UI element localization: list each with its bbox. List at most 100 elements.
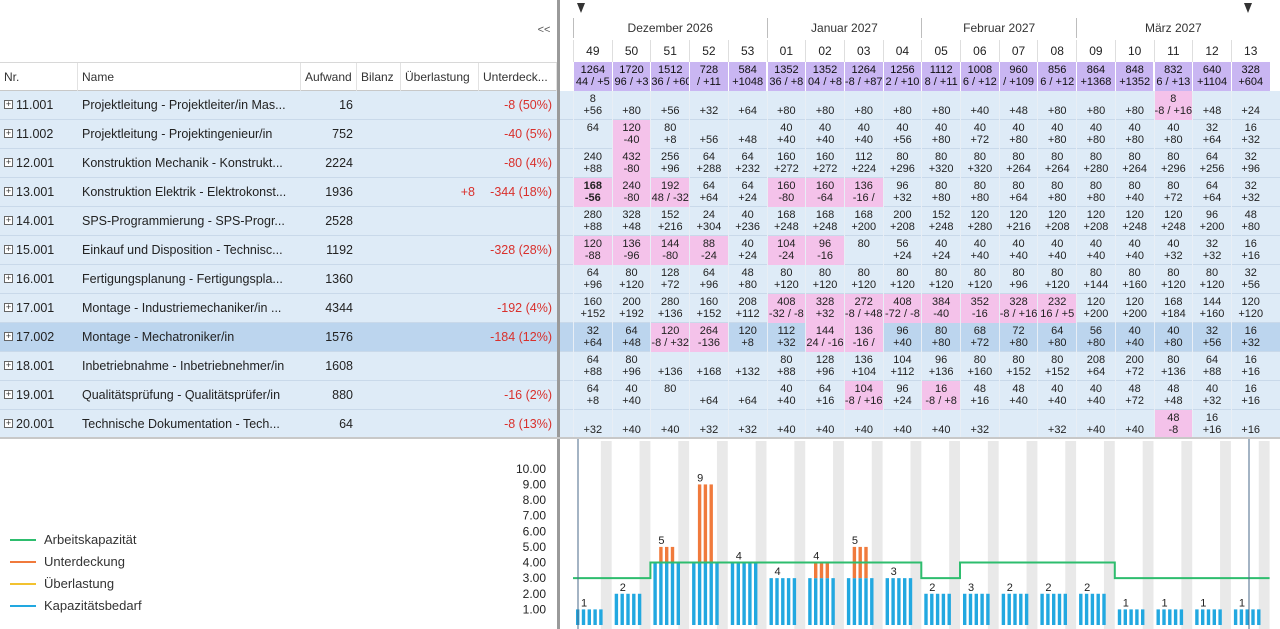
timeline-cell[interactable]: 80 +280 xyxy=(1076,149,1115,178)
timeline-cell[interactable]: 96 +136 xyxy=(921,352,960,381)
timeline-cell[interactable]: 40 +40 xyxy=(1114,236,1154,265)
timeline-cell[interactable]: 80 +64 xyxy=(998,178,1038,207)
col-header-bilanz[interactable]: Bilanz xyxy=(357,63,401,91)
timeline-cell[interactable]: 328 -8 / +16 xyxy=(998,294,1038,323)
timeline-cell[interactable]: 40 +24 xyxy=(727,236,767,265)
table-row[interactable]: +17.002 Montage - Mechatroniker/in 1576 -18… xyxy=(0,323,557,352)
timeline-cell[interactable]: 80 +120 xyxy=(1037,265,1076,294)
timeline-cell[interactable]: 40 +40 xyxy=(805,120,844,149)
timeline-cell[interactable]: +40 xyxy=(766,410,806,437)
timeline-cell[interactable]: +40 xyxy=(805,410,844,437)
timeline-cell[interactable]: 240 -80 xyxy=(611,178,651,207)
range-start-marker[interactable] xyxy=(577,3,585,13)
timeline-cell[interactable]: +168 xyxy=(689,352,728,381)
timeline-cell[interactable]: +16 xyxy=(1230,410,1270,437)
timeline-cell[interactable]: 120 +248 xyxy=(1114,207,1154,236)
pane-splitter[interactable] xyxy=(557,0,560,629)
timeline-cell[interactable]: +48 xyxy=(998,91,1038,120)
timeline-cell[interactable]: 40 +80 xyxy=(998,120,1038,149)
timeline-cell[interactable]: +80 xyxy=(611,91,651,120)
timeline-cell[interactable]: 24 +304 xyxy=(689,207,728,236)
timeline-cell[interactable]: 64 +96 xyxy=(689,265,728,294)
timeline-cell[interactable]: 160 -64 xyxy=(805,178,844,207)
timeline-cell[interactable]: +40 xyxy=(843,410,883,437)
timeline-cell[interactable]: 104 -24 xyxy=(766,236,806,265)
timeline-cell[interactable]: +32 xyxy=(727,410,767,437)
table-row[interactable]: +15.001 Einkauf und Disposition - Technis… xyxy=(0,236,557,265)
timeline-cell[interactable]: 64 +64 xyxy=(689,178,728,207)
timeline-cell[interactable]: +80 xyxy=(843,91,883,120)
timeline-cell[interactable]: +80 xyxy=(1114,91,1154,120)
timeline-cell[interactable]: +32 xyxy=(689,410,728,437)
timeline-cell[interactable]: +64 xyxy=(727,381,767,410)
timeline-cell[interactable]: +48 xyxy=(1192,91,1231,120)
timeline-cell[interactable]: 64 +256 xyxy=(1192,149,1231,178)
table-row[interactable]: +16.001 Fertigungsplanung - Fertigungspla… xyxy=(0,265,557,294)
timeline-cell[interactable]: 160 +152 xyxy=(573,294,612,323)
timeline-cell[interactable]: 40 +40 xyxy=(1037,381,1076,410)
table-row[interactable]: +18.001 Inbetriebnahme - Inbetriebnehmer/… xyxy=(0,352,557,381)
timeline-cell[interactable]: 40 +40 xyxy=(998,236,1038,265)
timeline-cell[interactable]: 32 +56 xyxy=(1192,323,1231,352)
timeline-cell[interactable]: 80 +88 xyxy=(766,352,806,381)
timeline-cell[interactable]: 40 +80 xyxy=(1114,120,1154,149)
timeline-cell[interactable]: 80 xyxy=(843,236,883,265)
timeline-cell[interactable]: 200 +192 xyxy=(611,294,651,323)
timeline-cell[interactable]: +56 xyxy=(650,91,689,120)
timeline-cell[interactable]: 64 +64 xyxy=(1192,178,1231,207)
timeline-cell[interactable]: 80 +80 xyxy=(1037,178,1076,207)
timeline-cell[interactable]: +40 xyxy=(921,410,960,437)
timeline-cell[interactable]: 80 xyxy=(650,381,689,410)
timeline-cell[interactable]: 40 +40 xyxy=(843,120,883,149)
expand-toggle[interactable]: + xyxy=(4,157,13,167)
timeline-cell[interactable]: +32 xyxy=(689,91,728,120)
timeline-cell[interactable]: 80 +120 xyxy=(766,265,806,294)
col-header-nr[interactable]: Nr. xyxy=(0,63,78,91)
table-row[interactable]: +13.001 Konstruktion Elektrik - Elektroko… xyxy=(0,178,557,207)
timeline-cell[interactable]: 136 +104 xyxy=(843,352,883,381)
timeline-cell[interactable]: +80 xyxy=(882,91,922,120)
timeline-cell[interactable]: 40 +40 xyxy=(766,381,806,410)
timeline-cell[interactable]: 144 -80 xyxy=(650,236,690,265)
timeline-cell[interactable]: 432 -80 xyxy=(611,149,651,178)
timeline-cell[interactable]: 80 +320 xyxy=(960,149,999,178)
timeline-cell[interactable]: 120 +280 xyxy=(960,207,999,236)
timeline-cell[interactable]: 280 +136 xyxy=(650,294,689,323)
timeline-cell[interactable]: 64 +48 xyxy=(611,323,651,352)
collapse-button[interactable]: << xyxy=(537,24,551,36)
timeline-cell[interactable]: 120 +216 xyxy=(998,207,1038,236)
timeline-cell[interactable]: 168 -56 xyxy=(573,178,612,207)
timeline-cell[interactable]: 80 +120 xyxy=(921,265,960,294)
timeline-cell[interactable]: 240 +88 xyxy=(573,149,612,178)
timeline-cell[interactable]: 80 +320 xyxy=(921,149,960,178)
timeline-cell[interactable]: 96 -16 xyxy=(805,236,844,265)
timeline-cell[interactable]: 200 +208 xyxy=(882,207,922,236)
timeline-cell[interactable]: 152 +248 xyxy=(921,207,960,236)
timeline-cell[interactable]: 80 +80 xyxy=(921,323,960,352)
timeline-cell[interactable]: +40 xyxy=(960,91,999,120)
timeline-cell[interactable]: 16 +16 xyxy=(1230,381,1270,410)
timeline-cell[interactable]: 48 -8 xyxy=(1153,410,1193,437)
timeline-cell[interactable]: 80 +80 xyxy=(921,178,960,207)
timeline-cell[interactable]: +64 xyxy=(689,381,728,410)
timeline-cell[interactable]: 64 +80 xyxy=(1037,323,1076,352)
expand-toggle[interactable]: + xyxy=(4,389,13,399)
timeline-cell[interactable]: 40 +40 xyxy=(766,120,806,149)
timeline-cell[interactable]: 40 +40 xyxy=(611,381,651,410)
timeline-cell[interactable]: +40 xyxy=(882,410,922,437)
timeline-cell[interactable]: 40 +72 xyxy=(960,120,999,149)
timeline-cell[interactable]: 352 -16 xyxy=(960,294,999,323)
timeline-cell[interactable]: 160 +152 xyxy=(689,294,728,323)
timeline-cell[interactable]: 232 16 / +5 xyxy=(1037,294,1077,323)
timeline-cell[interactable]: 80 +120 xyxy=(843,265,883,294)
timeline-cell[interactable]: 80 +160 xyxy=(1114,265,1154,294)
timeline-cell[interactable]: 80 +296 xyxy=(882,149,922,178)
table-row[interactable]: +12.001 Konstruktion Mechanik - Konstrukt… xyxy=(0,149,557,178)
timeline-cell[interactable]: 80 +120 xyxy=(805,265,844,294)
timeline-cell[interactable]: 64 +96 xyxy=(573,265,612,294)
timeline-cell[interactable]: 112 +224 xyxy=(843,149,883,178)
timeline-cell[interactable]: 104 +112 xyxy=(882,352,922,381)
timeline-cell[interactable]: 56 +80 xyxy=(1076,323,1115,352)
expand-toggle[interactable]: + xyxy=(4,215,13,225)
timeline-cell[interactable]: 48 +48 xyxy=(1153,381,1193,410)
